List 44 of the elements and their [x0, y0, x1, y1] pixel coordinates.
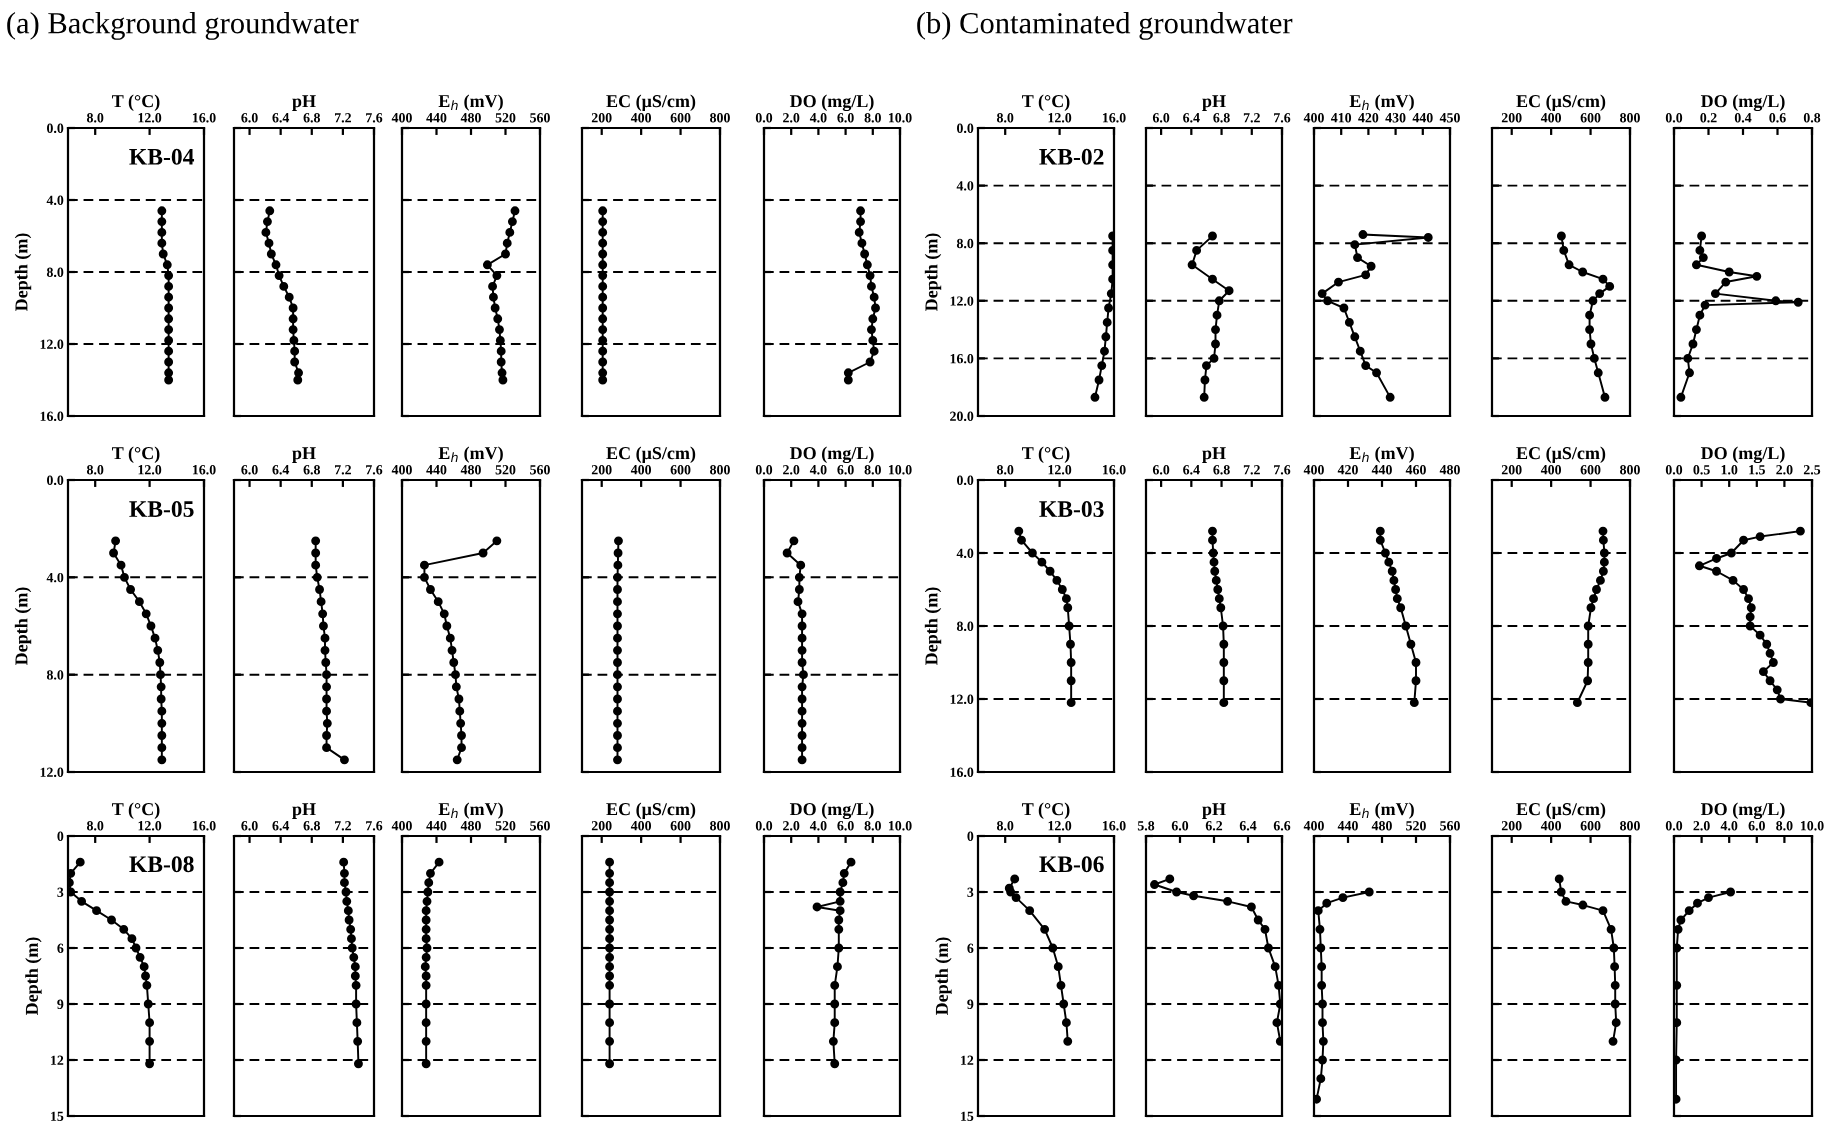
x-axis-title: pH [1202, 447, 1226, 463]
annotation: KB-04 [129, 148, 195, 165]
x-axis-title: T (°C) [1022, 94, 1070, 111]
annotation: KB-08 [129, 856, 194, 873]
x-axis-title: DO (mg/L) [789, 94, 874, 112]
x-axis-title: EC (μS/cm) [606, 446, 696, 463]
annotation: KB-05 [129, 501, 194, 518]
y-axis-title: Depth (m) [924, 233, 942, 312]
x-axis-title: EC (μS/cm) [1516, 802, 1606, 819]
x-axis-title: pH [292, 95, 316, 111]
x-axis-title: E$_{h}$ (mV) [1349, 94, 1414, 111]
x-axis-title: pH [1202, 803, 1226, 819]
annotation: KB-03 [1039, 501, 1104, 518]
y-axis-title: Depth (m) [935, 937, 952, 1016]
chart-title: (a) Background groundwater [7, 12, 359, 40]
x-axis-title: T (°C) [112, 446, 160, 463]
x-axis-title: pH [1202, 95, 1226, 111]
chart-title: (b) Contaminated groundwater [917, 12, 1293, 40]
x-axis-title: pH [292, 803, 316, 819]
y-axis-title: Depth (m) [14, 587, 32, 666]
x-axis-title: T (°C) [112, 94, 160, 111]
x-axis-title: EC (μS/cm) [1516, 94, 1606, 111]
x-axis-title: E$_{h}$ (mV) [438, 446, 503, 463]
x-axis-title: EC (μS/cm) [606, 94, 696, 111]
x-axis-title: E$_{h}$ (mV) [438, 802, 503, 819]
x-axis-title: DO (mg/L) [1700, 802, 1785, 820]
y-axis-title: Depth (m) [924, 587, 942, 666]
x-axis-title: T (°C) [1022, 802, 1070, 819]
x-axis-title: E$_{h}$ (mV) [1349, 802, 1414, 819]
x-axis-title: pH [292, 447, 316, 463]
x-axis-title: T (°C) [1022, 446, 1070, 463]
x-axis-title: DO (mg/L) [789, 802, 874, 820]
x-axis-title: T (°C) [112, 802, 160, 819]
x-axis-title: E$_{h}$ (mV) [438, 94, 503, 111]
x-axis-title: DO (mg/L) [1700, 446, 1785, 464]
x-axis-title: EC (μS/cm) [606, 802, 696, 819]
x-axis-title: DO (mg/L) [789, 446, 874, 464]
x-axis-title: EC (μS/cm) [1516, 446, 1606, 463]
y-axis-title: Depth (m) [25, 937, 42, 1016]
annotation: KB-06 [1039, 856, 1104, 873]
x-axis-title: DO (mg/L) [1700, 94, 1785, 112]
x-axis-title: E$_{h}$ (mV) [1349, 446, 1414, 463]
annotation: KB-02 [1039, 148, 1104, 165]
y-axis-title: Depth (m) [14, 233, 32, 312]
